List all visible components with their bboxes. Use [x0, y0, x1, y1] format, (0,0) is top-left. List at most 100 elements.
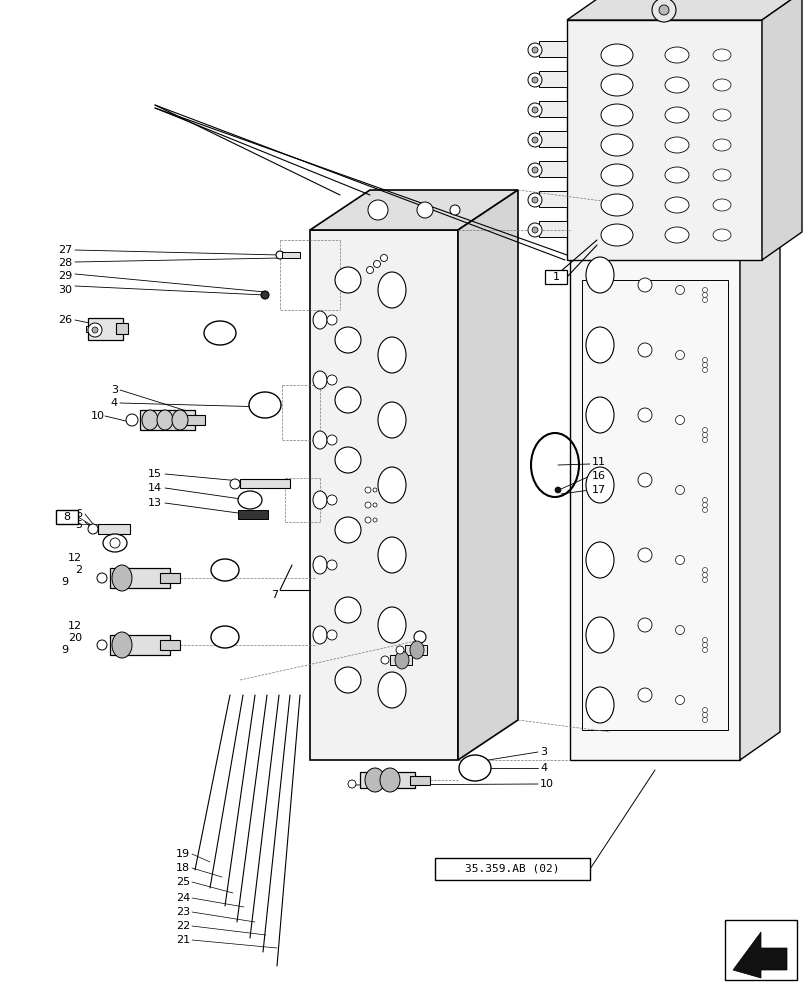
- Circle shape: [637, 343, 651, 357]
- Circle shape: [335, 267, 361, 293]
- Circle shape: [372, 488, 376, 492]
- Polygon shape: [761, 0, 801, 260]
- Ellipse shape: [380, 768, 400, 792]
- Circle shape: [702, 718, 706, 722]
- Circle shape: [531, 137, 538, 143]
- Ellipse shape: [664, 197, 689, 213]
- Ellipse shape: [249, 392, 281, 418]
- Text: 18: 18: [176, 863, 190, 873]
- Circle shape: [702, 497, 706, 502]
- Circle shape: [531, 47, 538, 53]
- Circle shape: [335, 597, 361, 623]
- Circle shape: [675, 416, 684, 424]
- Bar: [98, 524, 130, 534]
- Polygon shape: [566, 0, 801, 20]
- Ellipse shape: [586, 397, 613, 433]
- Bar: [359, 772, 414, 788]
- Circle shape: [97, 573, 107, 583]
- Circle shape: [702, 298, 706, 302]
- Circle shape: [373, 260, 380, 267]
- Bar: [539, 161, 566, 177]
- Ellipse shape: [312, 311, 327, 329]
- Ellipse shape: [211, 626, 238, 648]
- Circle shape: [396, 646, 404, 654]
- Bar: [539, 191, 566, 207]
- Circle shape: [702, 292, 706, 298]
- Text: 30: 30: [58, 285, 72, 295]
- Ellipse shape: [664, 137, 689, 153]
- Circle shape: [366, 266, 373, 273]
- Text: 4: 4: [539, 763, 547, 773]
- Bar: [539, 101, 566, 117]
- Ellipse shape: [378, 672, 406, 708]
- Text: 12: 12: [68, 553, 82, 563]
- Circle shape: [554, 487, 560, 493]
- Circle shape: [531, 197, 538, 203]
- Circle shape: [367, 200, 388, 220]
- Ellipse shape: [664, 107, 689, 123]
- Bar: [160, 573, 180, 583]
- Bar: [539, 221, 566, 237]
- Ellipse shape: [394, 651, 409, 669]
- Polygon shape: [732, 932, 786, 978]
- Text: 28: 28: [58, 258, 72, 268]
- Ellipse shape: [312, 431, 327, 449]
- Bar: [310, 230, 457, 760]
- Text: 25: 25: [176, 877, 190, 887]
- Text: 5: 5: [75, 520, 82, 530]
- Ellipse shape: [600, 194, 633, 216]
- Circle shape: [702, 568, 706, 572]
- Ellipse shape: [172, 410, 188, 430]
- Circle shape: [637, 278, 651, 292]
- Circle shape: [365, 517, 371, 523]
- Bar: [569, 230, 739, 760]
- Circle shape: [527, 193, 541, 207]
- Ellipse shape: [586, 327, 613, 363]
- Circle shape: [702, 643, 706, 648]
- Circle shape: [651, 0, 676, 22]
- Circle shape: [675, 486, 684, 494]
- Polygon shape: [569, 202, 779, 230]
- Circle shape: [109, 538, 120, 548]
- Text: 9: 9: [61, 645, 68, 655]
- Ellipse shape: [312, 491, 327, 509]
- Ellipse shape: [712, 49, 730, 61]
- Circle shape: [335, 517, 361, 543]
- Ellipse shape: [112, 565, 132, 591]
- Circle shape: [702, 572, 706, 578]
- Bar: [56, 510, 78, 524]
- Ellipse shape: [600, 164, 633, 186]
- Bar: [724, 920, 796, 980]
- Ellipse shape: [586, 617, 613, 653]
- Bar: [109, 635, 169, 655]
- Circle shape: [637, 688, 651, 702]
- Circle shape: [702, 712, 706, 718]
- Circle shape: [527, 43, 541, 57]
- Circle shape: [702, 438, 706, 442]
- Text: 1: 1: [551, 272, 559, 282]
- Ellipse shape: [600, 44, 633, 66]
- Bar: [86, 326, 94, 332]
- Circle shape: [675, 351, 684, 360]
- Circle shape: [675, 696, 684, 704]
- Circle shape: [637, 408, 651, 422]
- Circle shape: [702, 428, 706, 432]
- Circle shape: [637, 473, 651, 487]
- Circle shape: [531, 107, 538, 113]
- Circle shape: [414, 631, 426, 643]
- Ellipse shape: [664, 77, 689, 93]
- Bar: [581, 280, 727, 730]
- Text: 35.359.AB (02): 35.359.AB (02): [465, 864, 559, 874]
- Text: 9: 9: [61, 577, 68, 587]
- Ellipse shape: [586, 257, 613, 293]
- Ellipse shape: [112, 632, 132, 658]
- Ellipse shape: [378, 272, 406, 308]
- Circle shape: [380, 254, 387, 261]
- Circle shape: [702, 638, 706, 643]
- Text: 8: 8: [63, 512, 71, 522]
- Bar: [389, 655, 411, 665]
- Text: 24: 24: [175, 893, 190, 903]
- Ellipse shape: [600, 104, 633, 126]
- Circle shape: [702, 358, 706, 362]
- Circle shape: [702, 508, 706, 512]
